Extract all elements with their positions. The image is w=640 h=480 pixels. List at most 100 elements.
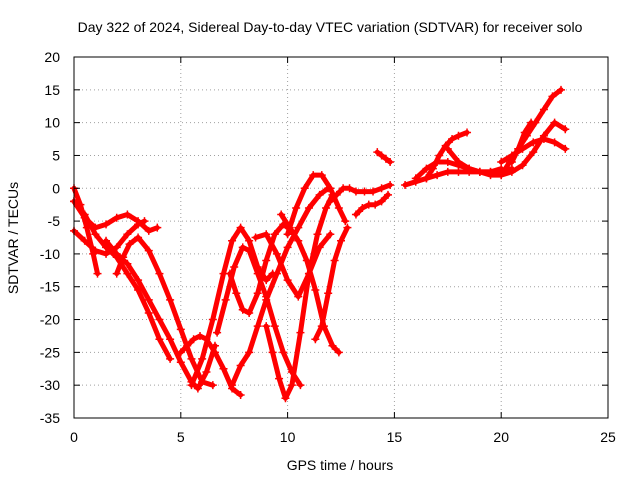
- data-point: [283, 243, 292, 252]
- data-point: [245, 236, 254, 245]
- y-tick-label: -20: [40, 312, 60, 328]
- data-point: [213, 328, 222, 337]
- data-point: [411, 174, 420, 183]
- data-point: [176, 348, 185, 357]
- series-arc-6: [112, 233, 217, 390]
- data-point: [294, 292, 303, 301]
- data-point: [313, 230, 322, 239]
- data-point: [219, 364, 228, 373]
- series-arc-23: [443, 118, 570, 180]
- series-arc-11: [225, 220, 296, 317]
- data-point: [196, 331, 205, 340]
- data-point: [281, 394, 290, 403]
- data-point: [486, 171, 495, 180]
- data-point: [279, 348, 288, 357]
- data-point: [428, 164, 437, 173]
- data-point: [238, 305, 247, 314]
- series-line: [374, 149, 393, 165]
- data-point: [166, 295, 175, 304]
- data-point: [343, 223, 352, 232]
- data-point: [270, 230, 279, 239]
- data-point: [369, 187, 378, 196]
- data-point: [435, 151, 444, 160]
- data-point: [112, 269, 121, 278]
- data-point: [262, 230, 271, 239]
- data-point: [275, 374, 284, 383]
- data-point: [187, 354, 196, 363]
- data-point: [102, 236, 111, 245]
- data-point: [326, 184, 335, 193]
- data-point: [529, 138, 538, 147]
- data-point: [529, 148, 538, 157]
- y-tick-label: -5: [48, 213, 61, 229]
- data-point: [198, 354, 207, 363]
- y-tick-label: 0: [52, 180, 60, 196]
- data-point: [155, 315, 164, 324]
- data-point: [245, 246, 254, 255]
- data-point: [497, 171, 506, 180]
- data-point: [454, 131, 463, 140]
- x-tick-label: 20: [493, 429, 509, 445]
- data-point: [557, 85, 566, 94]
- data-point: [371, 200, 380, 209]
- data-point: [518, 161, 527, 170]
- data-point: [548, 92, 557, 101]
- data-point: [377, 184, 386, 193]
- data-point: [134, 220, 143, 229]
- series-line: [285, 172, 348, 237]
- data-point: [253, 289, 262, 298]
- data-point: [93, 269, 102, 278]
- data-point: [561, 125, 570, 134]
- y-tick-label: 20: [44, 49, 60, 65]
- chart-title: Day 322 of 2024, Sidereal Day-to-day VTE…: [78, 19, 583, 35]
- data-point: [465, 164, 474, 173]
- data-point: [507, 167, 516, 176]
- data-point: [238, 243, 247, 252]
- data-point: [155, 269, 164, 278]
- x-tick-label: 0: [70, 429, 78, 445]
- data-point: [283, 230, 292, 239]
- series-arc-15: [283, 171, 350, 239]
- data-point: [527, 118, 536, 127]
- data-point: [245, 308, 254, 317]
- data-point: [123, 269, 132, 278]
- data-point: [351, 210, 360, 219]
- data-point: [550, 138, 559, 147]
- data-point: [341, 217, 350, 226]
- series-line: [445, 120, 568, 178]
- x-tick-label: 5: [177, 429, 185, 445]
- data-point: [228, 381, 237, 390]
- data-point: [401, 180, 410, 189]
- data-point: [119, 253, 128, 262]
- data-point: [144, 246, 153, 255]
- data-point: [253, 322, 262, 331]
- data-point: [236, 223, 245, 232]
- data-point: [294, 236, 303, 245]
- data-point: [134, 233, 143, 242]
- data-point: [287, 381, 296, 390]
- data-point: [80, 236, 89, 245]
- data-point: [309, 171, 318, 180]
- data-point: [91, 230, 100, 239]
- data-point: [140, 217, 149, 226]
- data-point: [326, 230, 335, 239]
- data-point: [330, 256, 339, 265]
- data-point: [315, 190, 324, 199]
- data-point: [294, 223, 303, 232]
- series-arc-5: [102, 236, 219, 393]
- series-arc-17: [326, 180, 395, 206]
- data-point: [272, 269, 281, 278]
- data-point: [187, 381, 196, 390]
- axis-ticks: 0 5 10 15 20 25 -35 -30 -25 -20 -15 -10 -5 0 5 10 15 20: [40, 49, 616, 445]
- data-point: [198, 377, 207, 386]
- y-tick-label: -25: [40, 344, 60, 360]
- data-point: [123, 259, 132, 268]
- data-point: [245, 348, 254, 357]
- data-point: [272, 249, 281, 258]
- data-point: [386, 158, 395, 167]
- data-point: [176, 358, 185, 367]
- data-point: [334, 203, 343, 212]
- y-tick-label: -35: [40, 410, 60, 426]
